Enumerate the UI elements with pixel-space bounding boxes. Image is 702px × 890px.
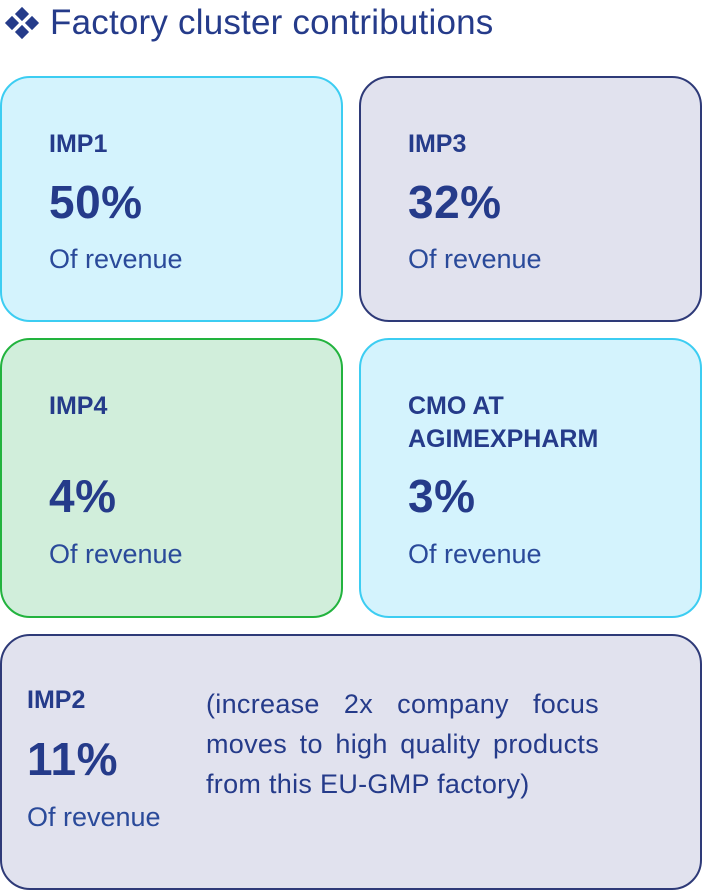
- card-note: (increase 2x company focus moves to high…: [206, 689, 599, 799]
- card-unit: Of revenue: [49, 539, 183, 569]
- card-value: 3%: [408, 470, 476, 522]
- page-title: Factory cluster contributions: [50, 3, 494, 42]
- card-unit: Of revenue: [27, 802, 161, 832]
- card-value: 4%: [49, 470, 117, 522]
- card-label: CMO AT AGIMEXPHARM: [408, 392, 599, 453]
- card-imp3: IMP3 32% Of revenue: [359, 76, 702, 322]
- card-imp2: IMP2 11% Of revenue (increase 2x company…: [0, 634, 702, 890]
- card-label: IMP2: [27, 686, 86, 714]
- card-label: IMP3: [408, 130, 467, 158]
- card-unit: Of revenue: [49, 244, 183, 274]
- card-label: IMP4: [49, 392, 108, 420]
- card-label: IMP1: [49, 130, 108, 158]
- card-value: 32%: [408, 176, 502, 228]
- card-value: 11%: [27, 733, 119, 785]
- card-cmo-agimexpharm: CMO AT AGIMEXPHARM 3% Of revenue: [359, 338, 702, 618]
- diamond-cluster-icon: [4, 6, 40, 40]
- card-imp4: IMP4 4% Of revenue: [0, 338, 343, 618]
- card-imp1: IMP1 50% Of revenue: [0, 76, 343, 322]
- card-value: 50%: [49, 176, 143, 228]
- header: Factory cluster contributions: [4, 0, 493, 46]
- card-unit: Of revenue: [408, 539, 542, 569]
- card-unit: Of revenue: [408, 244, 542, 274]
